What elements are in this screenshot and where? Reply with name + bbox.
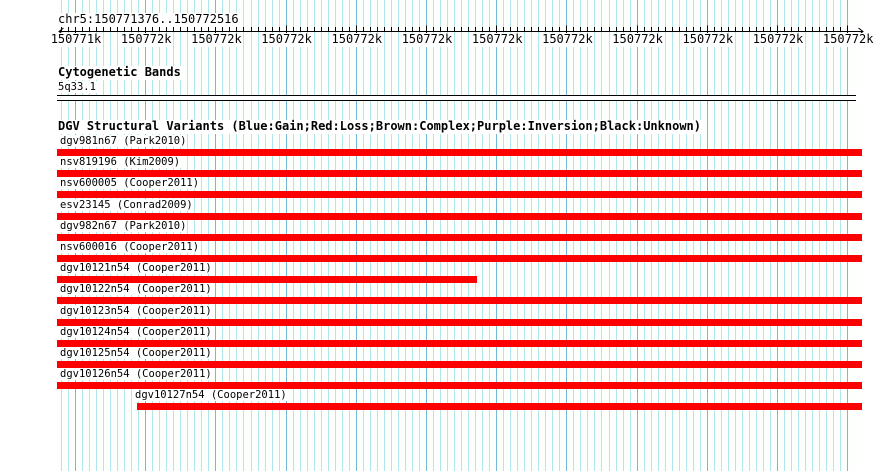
ruler-tick-label: 150772k	[119, 32, 174, 47]
ruler-tick-label: 150772k	[400, 32, 454, 47]
section-title-dgv-variants: DGV Structural Variants (Blue:Gain;Red:L…	[57, 119, 702, 134]
variant-span-bar[interactable]	[57, 212, 862, 220]
variant-span-bar[interactable]	[57, 170, 862, 178]
ruler-tick-label: 150772k	[751, 32, 805, 47]
ruler-tick-label: 150771k	[49, 32, 103, 47]
ruler-tick-label: 150772k	[189, 32, 244, 47]
variant-label[interactable]: dgv10126n54 (Cooper2011)	[59, 368, 213, 381]
variant-span-bar[interactable]	[57, 339, 862, 347]
variant-label[interactable]: dgv10121n54 (Cooper2011)	[59, 262, 213, 275]
variant-label[interactable]: dgv10127n54 (Cooper2011)	[134, 389, 288, 402]
section-title-cytogenetic-bands: Cytogenetic Bands	[57, 65, 182, 80]
variant-span-bar[interactable]	[57, 361, 862, 368]
variant-span-bar[interactable]	[137, 403, 862, 411]
variant-span-bar[interactable]	[57, 191, 862, 199]
region-label: chr5:150771376..150772516	[57, 12, 240, 27]
variant-span-bar[interactable]	[57, 382, 862, 390]
variant-span-bar[interactable]	[57, 297, 862, 305]
variant-label[interactable]: dgv982n67 (Park2010)	[59, 219, 188, 232]
ruler-tick-label: 150772k	[540, 32, 595, 47]
cytogenetic-band-label[interactable]: 5q33.1	[57, 81, 97, 94]
cytogenetic-band-glyph[interactable]	[57, 95, 856, 101]
variant-label[interactable]: dgv10122n54 (Cooper2011)	[59, 283, 213, 296]
variant-label[interactable]: esv23145 (Conrad2009)	[59, 198, 194, 211]
variant-label[interactable]: dgv10123n54 (Cooper2011)	[59, 304, 213, 317]
variant-label[interactable]: dgv981n67 (Park2010)	[59, 135, 188, 148]
variant-label[interactable]: dgv10125n54 (Cooper2011)	[59, 347, 213, 360]
ruler-tick-label: 150772k	[821, 32, 876, 47]
variant-span-bar[interactable]	[57, 318, 862, 326]
variant-span-bar[interactable]	[57, 233, 862, 241]
ruler-tick-label: 150772k	[329, 32, 384, 47]
ruler-tick-label: 150772k	[610, 32, 665, 47]
ruler-tick-label: 150772k	[680, 32, 735, 47]
variant-label[interactable]: nsv819196 (Kim2009)	[59, 156, 182, 169]
variant-span-bar[interactable]	[57, 255, 862, 262]
variant-span-bar[interactable]	[57, 276, 477, 284]
variant-label[interactable]: nsv600005 (Cooper2011)	[59, 177, 201, 190]
variant-label[interactable]: dgv10124n54 (Cooper2011)	[59, 325, 213, 338]
variant-span-bar[interactable]	[57, 149, 862, 156]
variant-label[interactable]: nsv600016 (Cooper2011)	[59, 241, 201, 254]
ruler-tick-label: 150772k	[470, 32, 525, 47]
ruler-tick-label: 150772k	[259, 32, 314, 47]
